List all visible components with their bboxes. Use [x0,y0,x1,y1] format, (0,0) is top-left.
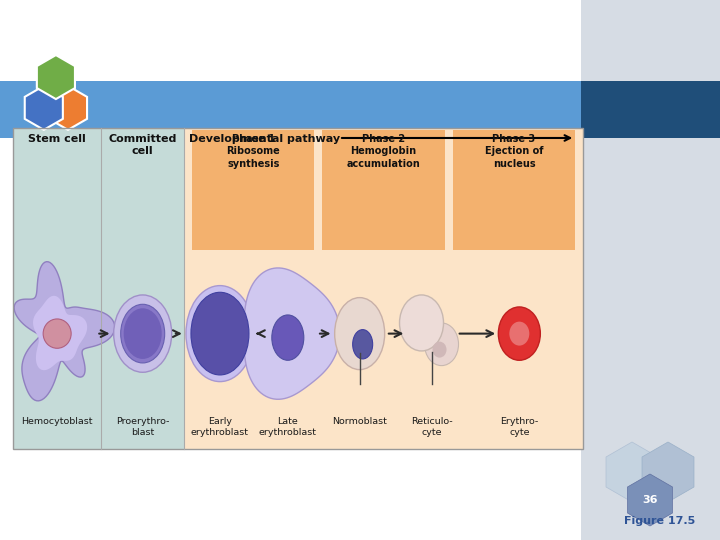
FancyBboxPatch shape [192,130,315,250]
Text: Late
erythroblast: Late erythroblast [258,417,317,437]
Ellipse shape [43,319,71,348]
Polygon shape [14,262,114,401]
Polygon shape [33,296,87,370]
Ellipse shape [335,298,384,369]
Ellipse shape [353,329,373,359]
Text: Early
erythroblast: Early erythroblast [191,417,249,437]
Text: Proerythro-
blast: Proerythro- blast [116,417,169,437]
Text: Normoblast: Normoblast [332,417,387,426]
Text: Figure 17.5: Figure 17.5 [624,516,696,526]
FancyBboxPatch shape [13,128,184,449]
Ellipse shape [509,322,529,346]
Text: Phase 1
Ribosome
synthesis: Phase 1 Ribosome synthesis [226,134,280,169]
Ellipse shape [498,307,540,360]
Ellipse shape [191,292,249,375]
Polygon shape [37,55,75,99]
Ellipse shape [400,295,444,351]
Polygon shape [606,442,658,502]
FancyBboxPatch shape [581,0,720,540]
Ellipse shape [124,308,162,359]
Polygon shape [244,268,340,399]
Text: Reticulo-
cyte: Reticulo- cyte [410,417,452,437]
Text: Phase 2
Hemoglobin
accumulation: Phase 2 Hemoglobin accumulation [347,134,420,169]
Ellipse shape [114,295,171,372]
Polygon shape [49,86,87,130]
Ellipse shape [425,323,459,366]
Polygon shape [642,442,694,502]
Polygon shape [24,86,63,130]
FancyBboxPatch shape [581,81,720,138]
Polygon shape [628,474,672,526]
Ellipse shape [433,342,446,357]
FancyBboxPatch shape [0,81,581,138]
Text: Phase 3
Ejection of
nucleus: Phase 3 Ejection of nucleus [485,134,544,169]
Ellipse shape [272,315,304,360]
FancyBboxPatch shape [323,130,445,250]
Text: Hemocytoblast: Hemocytoblast [22,417,93,426]
Ellipse shape [121,304,165,363]
Text: Stem cell: Stem cell [28,134,86,144]
Text: Developmental pathway: Developmental pathway [189,134,340,144]
Text: 36: 36 [642,495,658,505]
FancyBboxPatch shape [453,130,575,250]
FancyBboxPatch shape [184,128,583,449]
Text: Erythro-
cyte: Erythro- cyte [500,417,539,437]
Ellipse shape [186,286,254,382]
Text: Committed
cell: Committed cell [109,134,177,157]
